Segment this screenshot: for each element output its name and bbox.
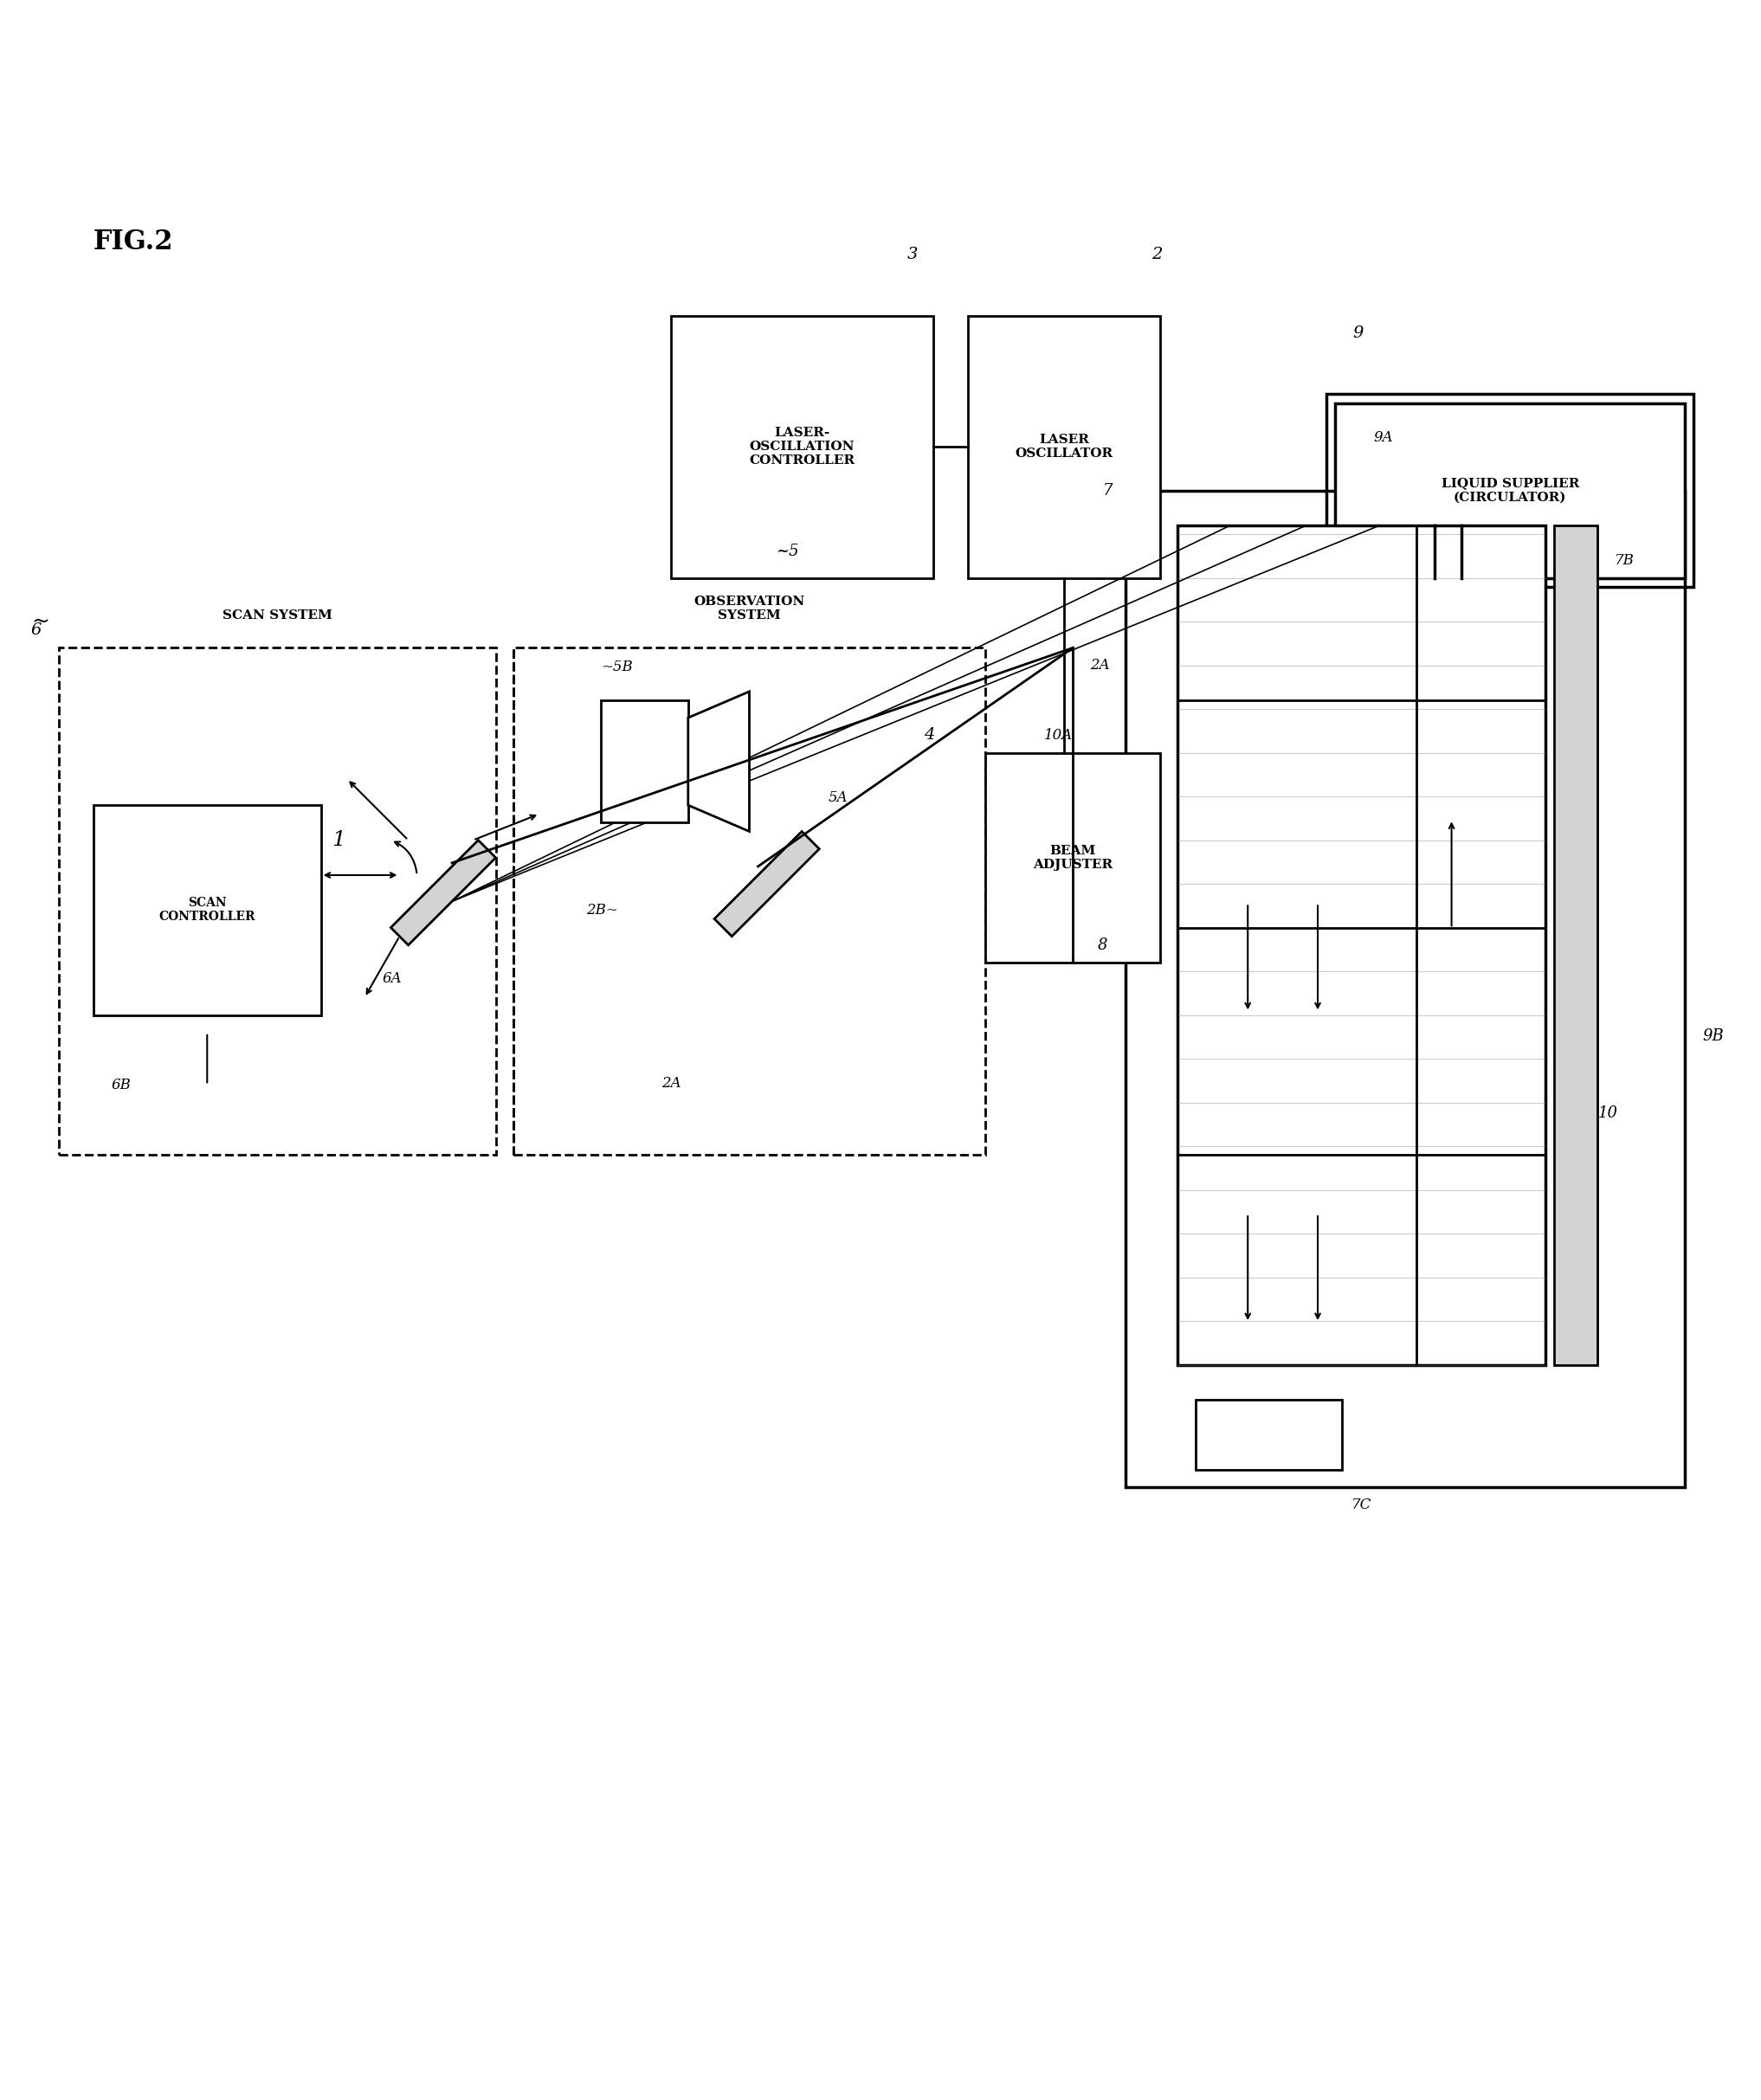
Bar: [1335, 403, 1685, 578]
Text: 6B: 6B: [111, 1077, 130, 1092]
Bar: [1178, 525, 1544, 1365]
Text: 6A: 6A: [382, 972, 402, 987]
Polygon shape: [689, 691, 750, 832]
Text: 2A: 2A: [662, 1075, 682, 1090]
Bar: [1196, 1401, 1342, 1470]
Bar: [601, 699, 689, 823]
Text: 9: 9: [1352, 326, 1363, 340]
Text: LASER
OSCILLATOR: LASER OSCILLATOR: [1014, 433, 1113, 460]
Text: LIQUID SUPPLIER
(CIRCULATOR): LIQUID SUPPLIER (CIRCULATOR): [1440, 477, 1580, 504]
Bar: [512, 647, 986, 1155]
Bar: [1326, 395, 1694, 586]
Text: 6: 6: [30, 622, 41, 638]
Text: SCAN SYSTEM: SCAN SYSTEM: [222, 609, 333, 622]
Text: 9A: 9A: [1374, 430, 1393, 445]
Text: ~5B: ~5B: [601, 659, 632, 674]
Bar: [1125, 491, 1685, 1487]
Text: 9B: 9B: [1703, 1029, 1724, 1044]
Text: LASER-
OSCILLATION
CONTROLLER: LASER- OSCILLATION CONTROLLER: [748, 426, 854, 466]
Text: ~: ~: [32, 611, 49, 632]
Bar: [969, 315, 1160, 578]
Bar: [671, 315, 933, 578]
Text: SCAN
CONTROLLER: SCAN CONTROLLER: [158, 897, 255, 924]
Text: 2A: 2A: [1090, 657, 1109, 672]
Text: 4: 4: [925, 727, 935, 743]
Text: BEAM
ADJUSTER: BEAM ADJUSTER: [1034, 844, 1113, 872]
Polygon shape: [391, 840, 497, 945]
Text: 10A: 10A: [1044, 729, 1072, 743]
Bar: [93, 804, 321, 1014]
Text: 7C: 7C: [1351, 1497, 1372, 1512]
Text: 7B: 7B: [1615, 552, 1634, 567]
Text: 7: 7: [1102, 483, 1113, 498]
Bar: [1553, 525, 1597, 1365]
Text: ~5: ~5: [775, 544, 798, 559]
Text: OBSERVATION
SYSTEM: OBSERVATION SYSTEM: [694, 596, 805, 622]
Text: 10: 10: [1597, 1105, 1618, 1121]
Text: FIG.2: FIG.2: [93, 229, 174, 254]
Polygon shape: [715, 832, 819, 937]
Text: 3: 3: [907, 246, 917, 262]
Text: 2: 2: [1152, 246, 1162, 262]
Bar: [58, 647, 497, 1155]
Text: 5A: 5A: [828, 790, 847, 804]
Text: 7A: 7A: [1196, 1428, 1215, 1443]
Text: 1: 1: [331, 830, 345, 851]
Bar: [986, 752, 1160, 962]
Text: 8: 8: [1097, 937, 1108, 953]
Text: 2B~: 2B~: [586, 903, 618, 918]
